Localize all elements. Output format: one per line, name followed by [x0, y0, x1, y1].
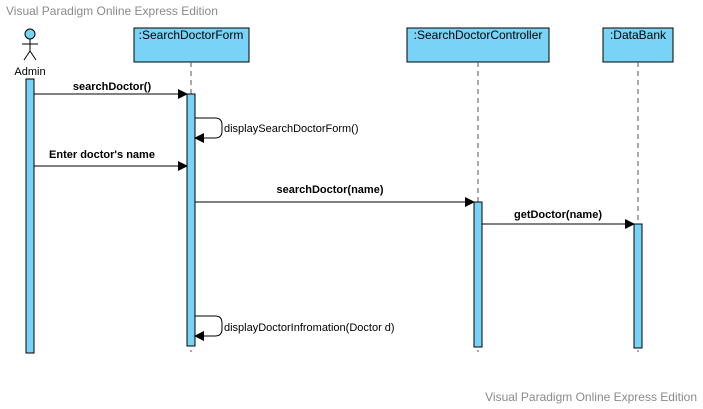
lifeline-databank[interactable]: :DataBank	[602, 27, 674, 352]
actor-label: Admin	[14, 66, 45, 78]
message-display-search-doctor-form[interactable]: displaySearchDoctorForm()	[194, 117, 358, 143]
activation-admin[interactable]	[25, 78, 35, 354]
message-label: searchDoctor(name)	[277, 184, 384, 196]
message-arrow	[194, 315, 223, 341]
watermark-top: Visual Paradigm Online Express Edition	[6, 4, 218, 18]
activation-databank[interactable]	[633, 223, 643, 349]
actor-head	[24, 28, 36, 40]
activation-search-doctor-controller[interactable]	[473, 201, 483, 348]
message-label: getDoctor(name)	[514, 209, 602, 221]
message-label: searchDoctor()	[73, 81, 152, 93]
actor-right-leg	[29, 50, 37, 61]
message-label: displayDoctorInfromation(Doctor d)	[224, 322, 395, 334]
activation-search-doctor-form[interactable]	[186, 93, 196, 347]
watermark-bottom: Visual Paradigm Online Express Edition	[485, 390, 697, 404]
actor-left-leg	[23, 50, 31, 61]
lifeline-label: :SearchDoctorForm	[139, 28, 244, 42]
lifeline-search-doctor-form[interactable]: :SearchDoctorForm	[133, 27, 250, 352]
lifeline-search-doctor-controller[interactable]: :SearchDoctorController	[406, 27, 550, 352]
message-label: displaySearchDoctorForm()	[224, 123, 358, 135]
message-get-doctor[interactable]: getDoctor(name)	[482, 209, 635, 229]
message-search-doctor[interactable]: searchDoctor()	[34, 81, 188, 99]
lifeline-header	[133, 27, 250, 63]
lifeline-header	[406, 27, 550, 63]
message-search-doctor-name[interactable]: searchDoctor(name)	[195, 184, 475, 207]
message-display-doctor-information[interactable]: displayDoctorInfromation(Doctor d)	[194, 315, 395, 341]
lifeline-label: :DataBank	[610, 28, 667, 42]
message-label: Enter doctor's name	[49, 149, 155, 161]
lifeline-label: :SearchDoctorController	[414, 28, 543, 42]
message-enter-doctor-name[interactable]: Enter doctor's name	[34, 149, 188, 171]
message-arrow	[194, 117, 223, 143]
actor-admin[interactable]: Admin	[14, 28, 46, 78]
